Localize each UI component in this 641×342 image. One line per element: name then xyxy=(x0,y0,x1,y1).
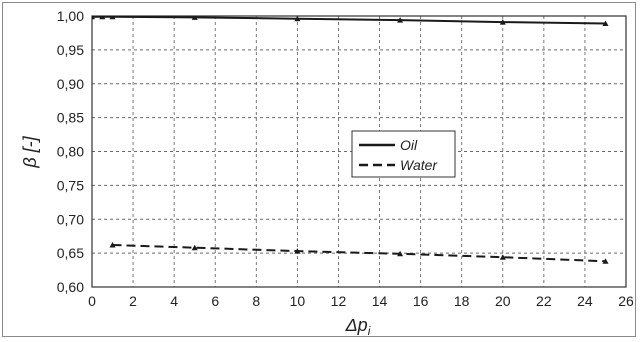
legend: Oil Water xyxy=(351,130,456,178)
data-point-water xyxy=(109,242,116,248)
x-tick-label: 22 xyxy=(536,293,552,309)
x-axis-label-subscript: i xyxy=(368,324,371,338)
x-axis-label-main: Δp xyxy=(345,315,368,335)
legend-box xyxy=(351,130,456,178)
x-tick-label: 10 xyxy=(290,293,306,309)
y-tick-label: 0,60 xyxy=(57,279,84,295)
data-point-water xyxy=(397,250,404,257)
y-tick-label: 0,85 xyxy=(57,110,84,126)
x-tick-label: 16 xyxy=(413,293,429,309)
x-tick-label: 20 xyxy=(495,293,511,309)
grid-lines xyxy=(92,16,626,287)
data-point-water xyxy=(191,244,198,251)
y-tick-label: 0,80 xyxy=(57,144,84,160)
y-tick-label: 0,95 xyxy=(57,42,84,58)
data-point-water xyxy=(294,248,301,254)
data-point-oil xyxy=(99,16,106,20)
series-line-oil xyxy=(92,16,606,25)
data-point-oil xyxy=(397,17,404,23)
data-point-oil xyxy=(499,19,506,25)
data-point-oil xyxy=(92,16,95,20)
x-tick-labels: 0 2 4 6 8 10 12 14 16 18 20 22 24 26 xyxy=(88,293,634,309)
legend-label-oil: Oil xyxy=(400,137,418,153)
x-tick-label: 0 xyxy=(88,293,96,309)
series-lines xyxy=(92,16,609,264)
data-point-oil xyxy=(191,16,198,20)
x-tick-label: 18 xyxy=(454,293,470,309)
x-axis-label: Δpi xyxy=(345,315,371,338)
legend-label-water: Water xyxy=(400,157,438,173)
x-tick-label: 6 xyxy=(211,293,219,309)
y-tick-label: 1,00 xyxy=(57,8,84,24)
data-point-oil xyxy=(109,16,116,20)
plot-area xyxy=(91,15,627,288)
data-point-oil xyxy=(602,20,609,26)
x-tick-label: 26 xyxy=(618,293,634,309)
y-tick-labels: 0,60 0,65 0,70 0,75 0,80 0,85 0,90 0,95 1,00 xyxy=(57,8,84,295)
x-tick-label: 12 xyxy=(331,293,347,309)
y-tick-label: 0,65 xyxy=(57,245,84,261)
x-tick-label: 4 xyxy=(170,293,178,309)
series-line-water xyxy=(112,244,606,263)
x-tick-label: 8 xyxy=(252,293,260,309)
chart-frame xyxy=(2,2,636,337)
x-tick-label: 24 xyxy=(577,293,593,309)
data-point-water xyxy=(499,254,506,260)
y-tick-label: 0,90 xyxy=(57,76,84,92)
y-tick-label: 0,70 xyxy=(57,211,84,227)
x-tick-label: 14 xyxy=(372,293,388,309)
data-point-water xyxy=(602,258,609,264)
y-tick-label: 0,75 xyxy=(57,177,84,193)
data-point-oil xyxy=(294,16,301,22)
y-axis-label: β [-] xyxy=(20,135,40,168)
x-tick-label: 2 xyxy=(129,293,137,309)
